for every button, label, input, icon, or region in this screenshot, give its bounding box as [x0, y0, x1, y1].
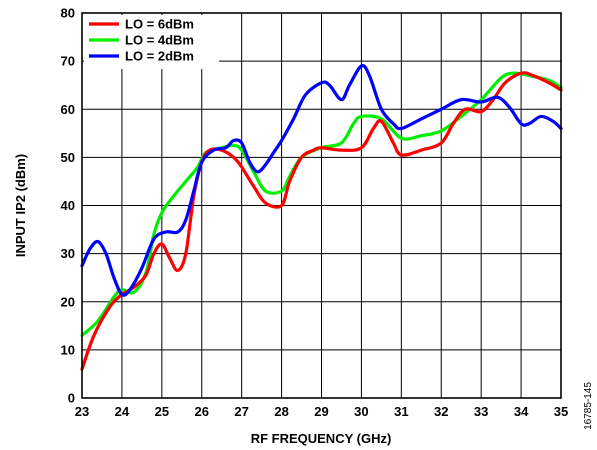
x-tick-label: 24 — [115, 404, 130, 419]
x-tick-label: 33 — [474, 404, 488, 419]
x-tick-label: 32 — [434, 404, 448, 419]
legend-label: LO = 4dBm — [125, 33, 194, 48]
y-tick-label: 0 — [68, 391, 75, 406]
x-tick-label: 23 — [75, 404, 89, 419]
x-tick-label: 30 — [354, 404, 368, 419]
x-axis-title: RF FREQUENCY (GHz) — [251, 431, 392, 446]
series-group — [80, 64, 563, 371]
y-tick-label: 10 — [61, 342, 75, 357]
y-tick-label: 20 — [61, 294, 75, 309]
y-tick-label: 60 — [61, 102, 75, 117]
x-tick-label: 27 — [234, 404, 248, 419]
x-tick-label: 34 — [514, 404, 529, 419]
y-tick-label: 50 — [61, 150, 75, 165]
x-tick-label: 26 — [195, 404, 209, 419]
y-tick-label: 70 — [61, 54, 75, 69]
legend-label: LO = 6dBm — [125, 17, 194, 32]
y-tick-label: 80 — [61, 6, 75, 21]
x-tick-label: 29 — [314, 404, 328, 419]
plot-frame — [81, 12, 562, 399]
x-tick-label: 31 — [394, 404, 408, 419]
y-tick-labels: 0 10 20 30 40 50 60 70 80 — [61, 6, 75, 406]
x-tick-label: 28 — [274, 404, 288, 419]
x-tick-label: 25 — [155, 404, 169, 419]
figure-id: 16785-145 — [583, 382, 594, 430]
series-line-2 — [80, 64, 563, 297]
y-tick-label: 40 — [61, 198, 75, 213]
y-tick-label: 30 — [61, 246, 75, 261]
x-tick-label: 35 — [554, 404, 568, 419]
legend-label: LO = 2dBm — [125, 49, 194, 64]
x-tick-labels: 23 24 25 26 27 28 29 30 31 32 33 34 35 — [75, 404, 568, 419]
series-line-0 — [80, 71, 563, 371]
y-axis-title: INPUT IP2 (dBm) — [13, 154, 28, 257]
